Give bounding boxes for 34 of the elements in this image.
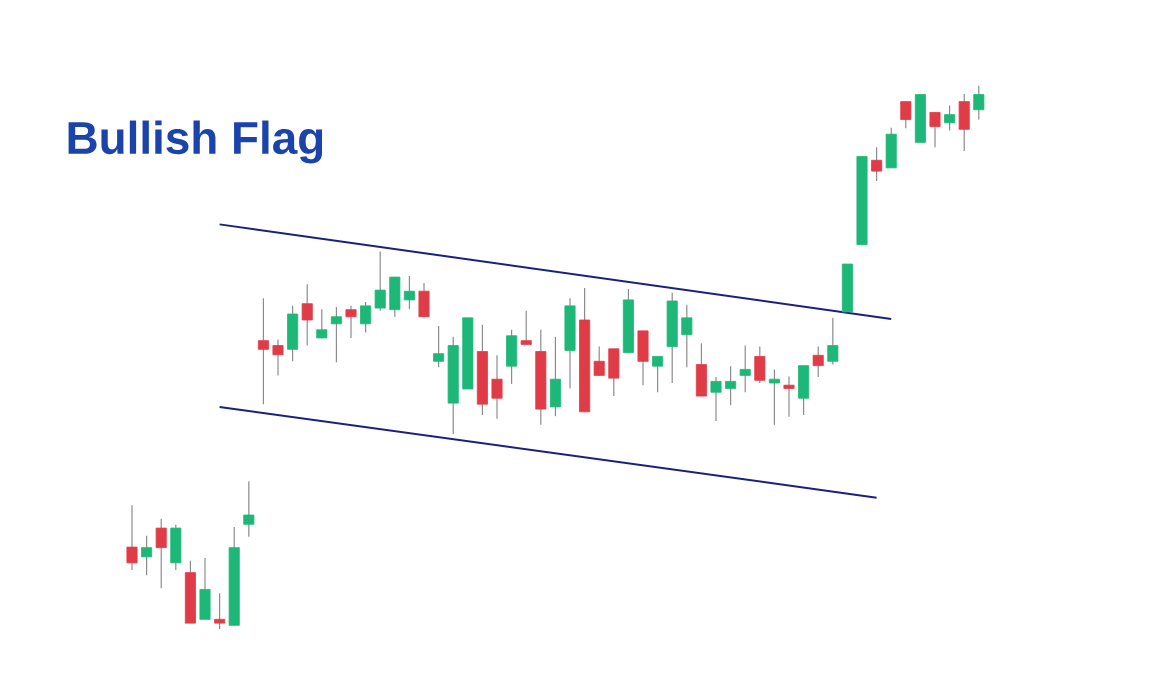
candlestick	[374, 250, 386, 312]
candlestick	[900, 101, 912, 129]
candlestick	[754, 346, 766, 384]
candlestick	[520, 310, 532, 346]
candlestick	[783, 375, 795, 418]
candlestick	[126, 504, 138, 571]
candlestick	[739, 344, 751, 393]
candlestick	[929, 111, 941, 148]
candlestick	[257, 297, 269, 405]
candlestick	[272, 338, 284, 377]
candlestick	[345, 305, 357, 339]
candlestick	[710, 376, 722, 422]
candlestick	[141, 535, 153, 576]
candlestick	[433, 325, 445, 368]
candlestick	[871, 146, 883, 182]
candlestick	[155, 518, 167, 589]
candlestick	[944, 104, 956, 131]
candlestick	[243, 480, 255, 538]
candlestick	[214, 592, 226, 630]
text: Bullish Flag	[68, 120, 323, 164]
candlestick	[725, 365, 737, 406]
candlestick	[360, 301, 372, 334]
candlestick	[330, 306, 342, 363]
candlestick	[768, 368, 780, 426]
candlestick	[491, 354, 503, 420]
candlestick	[301, 283, 313, 347]
candlestick	[681, 304, 693, 368]
candlestick	[827, 317, 839, 366]
candlestick	[652, 355, 664, 393]
candlestick	[812, 346, 824, 378]
candlestick	[973, 85, 985, 121]
candlestick	[403, 275, 415, 310]
candlestick	[593, 346, 605, 377]
candlestick	[316, 308, 328, 340]
